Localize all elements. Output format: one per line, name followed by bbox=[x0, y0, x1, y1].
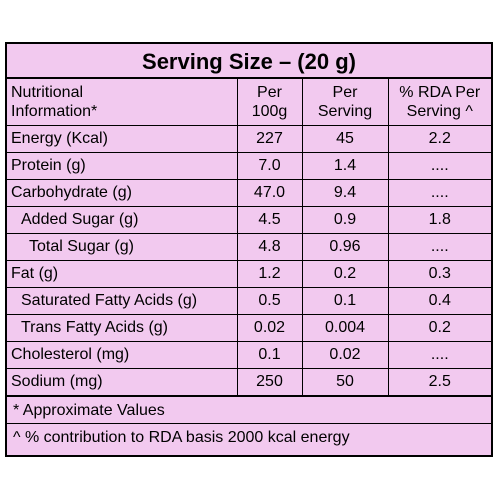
header-label: Per bbox=[257, 83, 282, 101]
nutrient-name: Added Sugar (g) bbox=[7, 205, 238, 234]
rda-value: .... bbox=[387, 151, 491, 180]
nutrient-name: Total Sugar (g) bbox=[7, 232, 238, 261]
table-row: Cholesterol (mg) 0.1 0.02 .... bbox=[7, 340, 491, 369]
nutrient-name: Carbohydrate (g) bbox=[7, 178, 238, 207]
rda-value: 1.8 bbox=[387, 205, 491, 234]
per-serving-value: 45 bbox=[301, 124, 389, 153]
header-label: 100g bbox=[251, 102, 288, 120]
per-100g-value: 0.02 bbox=[236, 313, 303, 342]
rda-value: .... bbox=[387, 340, 491, 369]
table-header-row: Nutritional Information* Per 100g Per Se… bbox=[7, 79, 491, 126]
per-100g-value: 47.0 bbox=[236, 178, 303, 207]
table-row: Total Sugar (g) 4.8 0.96 .... bbox=[7, 232, 491, 261]
rda-value: 0.2 bbox=[387, 313, 491, 342]
header-rda-per-serving: % RDA Per Serving ^ bbox=[387, 79, 491, 126]
header-label: % RDA Per bbox=[399, 83, 481, 101]
per-serving-value: 0.96 bbox=[301, 232, 389, 261]
per-100g-value: 1.2 bbox=[236, 259, 303, 288]
serving-size-title: Serving Size – (20 g) bbox=[7, 44, 491, 79]
nutrition-panel: Serving Size – (20 g) Nutritional Inform… bbox=[5, 42, 493, 457]
footnote-rda-basis: ^ % contribution to RDA basis 2000 kcal … bbox=[7, 422, 491, 450]
header-label: Per bbox=[332, 83, 358, 101]
per-100g-value: 227 bbox=[236, 124, 303, 153]
nutrient-name: Cholesterol (mg) bbox=[7, 340, 238, 369]
per-100g-value: 0.1 bbox=[236, 340, 303, 369]
per-100g-value: 4.5 bbox=[236, 205, 303, 234]
header-nutritional-information: Nutritional Information* bbox=[7, 79, 238, 126]
footnote-approximate-values: * Approximate Values bbox=[7, 395, 491, 423]
per-serving-value: 0.02 bbox=[301, 340, 389, 369]
per-serving-value: 9.4 bbox=[301, 178, 389, 207]
per-serving-value: 1.4 bbox=[301, 151, 389, 180]
nutrition-table: Nutritional Information* Per 100g Per Se… bbox=[7, 79, 491, 396]
nutrient-name: Sodium (mg) bbox=[7, 367, 238, 396]
table-row: Sodium (mg) 250 50 2.5 bbox=[7, 367, 491, 396]
table-row: Added Sugar (g) 4.5 0.9 1.8 bbox=[7, 205, 491, 234]
rda-value: .... bbox=[387, 232, 491, 261]
table-row: Protein (g) 7.0 1.4 .... bbox=[7, 151, 491, 180]
per-100g-value: 250 bbox=[236, 367, 303, 396]
rda-value: 2.5 bbox=[387, 367, 491, 396]
table-row: Energy (Kcal) 227 45 2.2 bbox=[7, 124, 491, 153]
rda-value: 0.3 bbox=[387, 259, 491, 288]
per-serving-value: 0.9 bbox=[301, 205, 389, 234]
table-row: Fat (g) 1.2 0.2 0.3 bbox=[7, 259, 491, 288]
header-label: Serving bbox=[317, 102, 373, 120]
per-serving-value: 0.1 bbox=[301, 286, 389, 315]
table-row: Trans Fatty Acids (g) 0.02 0.004 0.2 bbox=[7, 313, 491, 342]
per-100g-value: 0.5 bbox=[236, 286, 303, 315]
table-row: Saturated Fatty Acids (g) 0.5 0.1 0.4 bbox=[7, 286, 491, 315]
header-label: Serving ^ bbox=[406, 102, 473, 120]
nutrient-name: Energy (Kcal) bbox=[7, 124, 238, 153]
rda-value: 2.2 bbox=[387, 124, 491, 153]
per-100g-value: 4.8 bbox=[236, 232, 303, 261]
header-label: Nutritional bbox=[11, 83, 84, 101]
rda-value: .... bbox=[387, 178, 491, 207]
nutrient-name: Fat (g) bbox=[7, 259, 238, 288]
table-row: Carbohydrate (g) 47.0 9.4 .... bbox=[7, 178, 491, 207]
per-serving-value: 0.004 bbox=[301, 313, 389, 342]
rda-value: 0.4 bbox=[387, 286, 491, 315]
header-per-serving: Per Serving bbox=[301, 79, 389, 126]
nutrient-name: Protein (g) bbox=[7, 151, 238, 180]
nutrient-name: Trans Fatty Acids (g) bbox=[7, 313, 238, 342]
header-label: Information* bbox=[11, 102, 98, 120]
nutrient-name: Saturated Fatty Acids (g) bbox=[7, 286, 238, 315]
per-100g-value: 7.0 bbox=[236, 151, 303, 180]
per-serving-value: 50 bbox=[301, 367, 389, 396]
header-per-100g: Per 100g bbox=[236, 79, 303, 126]
per-serving-value: 0.2 bbox=[301, 259, 389, 288]
